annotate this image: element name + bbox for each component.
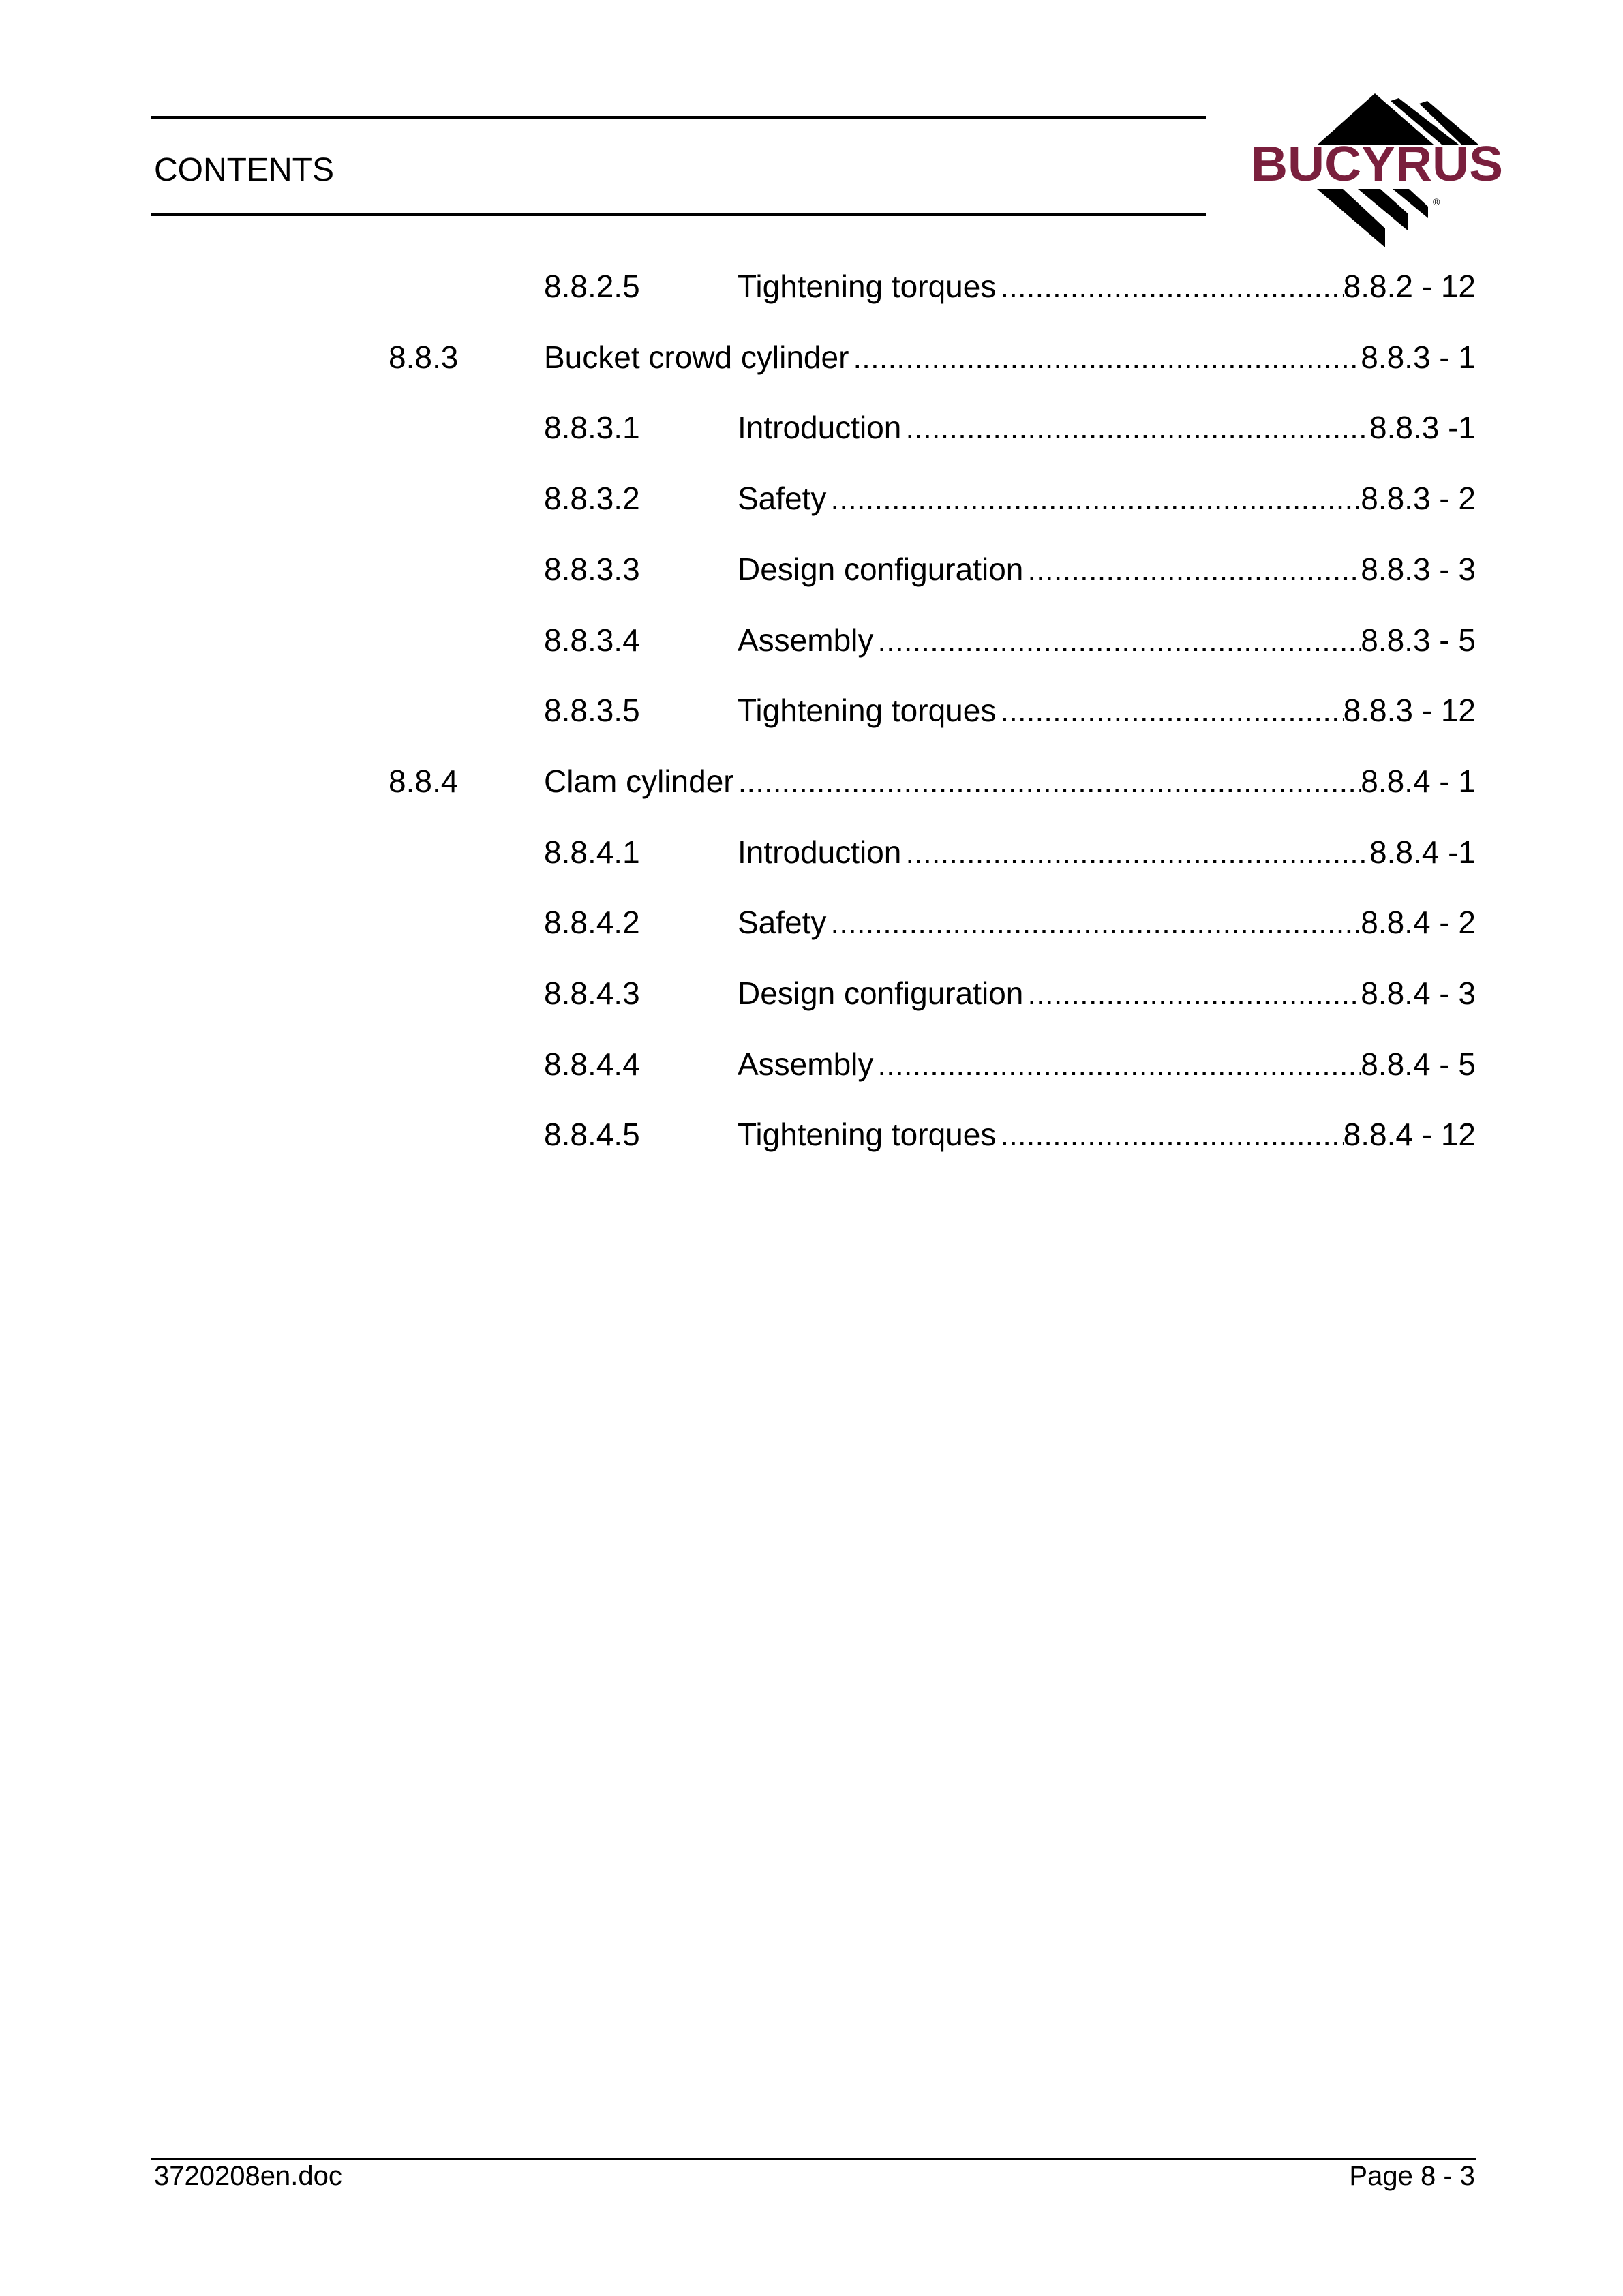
toc-entry-line: Assembly 8.8.3 - 5 xyxy=(738,619,1476,661)
toc-entry-line: Tightening torques 8.8.2 - 12 xyxy=(738,266,1476,307)
dot-leader xyxy=(1027,973,1361,1014)
toc-entry-title: Design configuration xyxy=(738,973,1028,1014)
toc-entry-line: Safety 8.8.3 - 2 xyxy=(738,478,1476,519)
toc-entry-title: Introduction xyxy=(738,407,906,449)
toc-entry-number: 8.8.4.1 xyxy=(544,834,640,870)
toc-entry[interactable]: 8.8.4.2 Safety 8.8.4 - 2 xyxy=(544,902,1476,943)
toc-entry-page: 8.8.2 - 12 xyxy=(1343,266,1476,307)
toc-entry-line: Design configuration 8.8.4 - 3 xyxy=(738,973,1476,1014)
footer-page-number: Page 8 - 3 xyxy=(1349,2161,1475,2191)
toc-entry-number: 8.8.4 xyxy=(389,763,459,799)
toc-entry-title: Assembly xyxy=(738,1043,878,1085)
toc-entry-title: Design configuration xyxy=(738,548,1028,590)
toc-entry-title: Safety xyxy=(738,902,831,943)
toc-entry[interactable]: 8.8.3 Bucket crowd cylinder 8.8.3 - 1 xyxy=(389,336,1476,378)
toc-entry-title: Clam cylinder xyxy=(544,760,738,802)
toc-entry-line: Bucket crowd cylinder 8.8.3 - 1 xyxy=(544,336,1476,378)
toc-entry[interactable]: 8.8.3.1 Introduction 8.8.3 -1 xyxy=(544,407,1476,449)
toc-entry-number: 8.8.4.4 xyxy=(544,1046,640,1082)
dot-leader xyxy=(738,761,1361,802)
toc-entry-title: Tightening torques xyxy=(738,266,1001,307)
toc-entry-title: Safety xyxy=(738,478,831,519)
toc-entry-title: Tightening torques xyxy=(738,1114,1001,1155)
dot-leader xyxy=(877,1044,1361,1085)
toc-entry-number: 8.8.2.5 xyxy=(544,269,640,304)
toc-entry-line: Design configuration 8.8.3 - 3 xyxy=(738,548,1476,590)
footer-rule xyxy=(151,2158,1476,2160)
toc-entry-number: 8.8.3.3 xyxy=(544,551,640,587)
footer-document-name: 3720208en.doc xyxy=(154,2161,342,2191)
toc-entry-line: Introduction 8.8.4 -1 xyxy=(738,831,1476,873)
toc-entry-line: Tightening torques 8.8.4 - 12 xyxy=(738,1114,1476,1155)
toc-entry-page: 8.8.4 -1 xyxy=(1369,831,1476,873)
dot-leader xyxy=(830,478,1361,519)
toc-entry[interactable]: 8.8.3.4 Assembly 8.8.3 - 5 xyxy=(544,619,1476,661)
toc-entry[interactable]: 8.8.4.5 Tightening torques 8.8.4 - 12 xyxy=(544,1114,1476,1155)
toc-entry-page: 8.8.4 - 5 xyxy=(1361,1043,1476,1085)
toc-entry-title: Assembly xyxy=(738,619,878,661)
toc-entry-number: 8.8.4.5 xyxy=(544,1117,640,1153)
toc-entry-number: 8.8.3.5 xyxy=(544,693,640,729)
toc-entry-number: 8.8.4.2 xyxy=(544,905,640,941)
toc-entry-page: 8.8.4 - 1 xyxy=(1361,760,1476,802)
toc-entry-line: Safety 8.8.4 - 2 xyxy=(738,902,1476,943)
dot-leader xyxy=(1027,549,1361,590)
toc-entry[interactable]: 8.8.4.3 Design configuration 8.8.4 - 3 xyxy=(544,973,1476,1014)
toc-entry[interactable]: 8.8.3.5 Tightening torques 8.8.3 - 12 xyxy=(544,690,1476,731)
toc-entry-page: 8.8.3 - 3 xyxy=(1361,548,1476,590)
toc-entry-title: Bucket crowd cylinder xyxy=(544,336,853,378)
toc-entry-page: 8.8.4 - 12 xyxy=(1343,1114,1476,1155)
toc-entry-page: 8.8.3 - 12 xyxy=(1343,690,1476,731)
toc-entry-page: 8.8.3 -1 xyxy=(1369,407,1476,449)
toc-entry-page: 8.8.3 - 5 xyxy=(1361,619,1476,661)
toc-entry-page: 8.8.3 - 1 xyxy=(1361,336,1476,378)
toc-entry-title: Tightening torques xyxy=(738,690,1001,731)
dot-leader xyxy=(1000,266,1343,307)
dot-leader xyxy=(905,832,1369,873)
toc-entry-page: 8.8.3 - 2 xyxy=(1361,478,1476,519)
toc-entry[interactable]: 8.8.4.1 Introduction 8.8.4 -1 xyxy=(544,831,1476,873)
header-top-rule xyxy=(151,116,1206,119)
toc-entry-line: Assembly 8.8.4 - 5 xyxy=(738,1043,1476,1085)
dot-leader xyxy=(877,620,1361,661)
toc-entry-line: Clam cylinder 8.8.4 - 1 xyxy=(544,760,1476,802)
svg-text:®: ® xyxy=(1433,196,1440,207)
toc-entry-line: Introduction 8.8.3 -1 xyxy=(738,407,1476,449)
toc-entry-page: 8.8.4 - 3 xyxy=(1361,973,1476,1014)
page-header-title: CONTENTS xyxy=(154,152,334,188)
dot-leader xyxy=(1000,1114,1343,1155)
toc-entry[interactable]: 8.8.3.2 Safety 8.8.3 - 2 xyxy=(544,478,1476,519)
toc-entry-line: Tightening torques 8.8.3 - 12 xyxy=(738,690,1476,731)
svg-text:BUCYRUS: BUCYRUS xyxy=(1251,137,1503,192)
dot-leader xyxy=(1000,690,1343,731)
toc-entry-title: Introduction xyxy=(738,831,906,873)
toc-entry-number: 8.8.3.4 xyxy=(544,622,640,658)
toc-entry[interactable]: 8.8.3.3 Design configuration 8.8.3 - 3 xyxy=(544,548,1476,590)
toc-entry-number: 8.8.4.3 xyxy=(544,976,640,1011)
dot-leader xyxy=(830,902,1361,943)
dot-leader xyxy=(853,337,1361,378)
dot-leader xyxy=(905,407,1369,448)
toc-entry-number: 8.8.3.2 xyxy=(544,481,640,517)
toc-entry-page: 8.8.4 - 2 xyxy=(1361,902,1476,943)
toc-entry[interactable]: 8.8.4.4 Assembly 8.8.4 - 5 xyxy=(544,1043,1476,1085)
toc-entry[interactable]: 8.8.4 Clam cylinder 8.8.4 - 1 xyxy=(389,760,1476,802)
bucyrus-logo: BUCYRUS ® xyxy=(1251,93,1503,247)
toc-entry[interactable]: 8.8.2.5 Tightening torques 8.8.2 - 12 xyxy=(544,266,1476,307)
toc-entry-number: 8.8.3.1 xyxy=(544,410,640,446)
header-bottom-rule xyxy=(151,213,1206,216)
toc-entry-number: 8.8.3 xyxy=(389,339,459,375)
